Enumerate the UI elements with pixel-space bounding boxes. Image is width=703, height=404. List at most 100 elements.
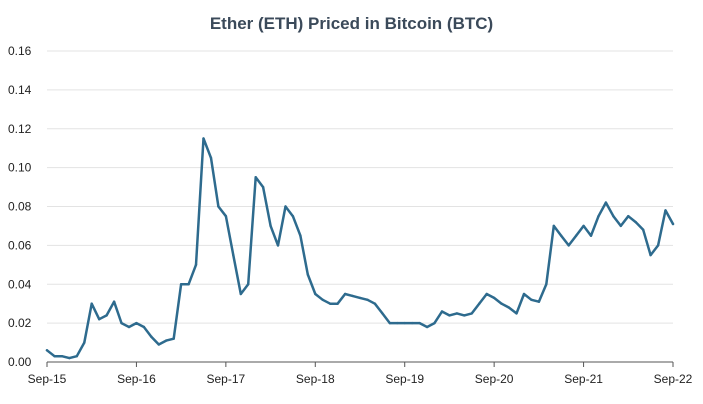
y-tick-label: 0.06 [8,238,32,252]
data-point [83,341,86,344]
x-tick-label: Sep-20 [475,372,514,386]
x-tick-label: Sep-16 [117,372,156,386]
data-point [321,298,324,301]
data-point [619,224,622,228]
data-point [411,321,414,325]
x-tick-label: Sep-21 [564,372,603,386]
data-point [179,283,183,286]
data-point [388,321,391,325]
data-point [396,321,399,325]
data-point [425,325,429,329]
x-tick-label: Sep-17 [207,372,246,386]
data-point [492,296,496,300]
data-point [574,234,578,237]
data-point [336,302,339,305]
data-point [209,156,213,160]
data-point [604,201,608,204]
data-point [351,294,354,298]
data-point [165,339,168,342]
data-point [261,185,265,189]
data-point [582,224,585,228]
data-point [373,302,377,305]
data-point [597,215,600,218]
data-point [463,314,466,317]
data-point [53,355,56,358]
y-tick-label: 0.10 [8,161,32,175]
data-point [276,244,280,247]
data-point [135,321,138,325]
data-point [202,137,205,140]
data-point [68,356,71,360]
data-point [366,298,369,301]
data-point [239,292,242,296]
chart-title: Ether (ETH) Priced in Bitcoin (BTC) [209,14,494,33]
data-point [455,312,459,315]
data-point [75,355,79,358]
y-tick-label: 0.02 [8,316,32,330]
series-layer [45,137,675,360]
x-axis: Sep-15 Sep-16 Sep-17 Sep-18 Sep-19 Sep-20 Sep-… [28,361,693,386]
data-point [120,321,123,325]
data-point [634,220,637,224]
data-point [440,310,444,313]
data-point [284,205,287,208]
y-tick-label: 0.00 [8,355,32,369]
data-point [157,343,160,346]
data-point [507,306,511,309]
data-point [306,273,309,276]
data-point [194,263,198,266]
x-tick-label: Sep-18 [296,372,335,386]
y-tick-label: 0.12 [8,122,32,136]
data-point [522,292,526,296]
data-point [150,335,153,338]
data-point [112,300,116,303]
data-point [671,222,675,226]
data-point [589,234,593,237]
data-point [567,244,570,247]
data-point [545,283,548,286]
series-line [45,137,675,360]
data-point [98,318,101,321]
data-point [254,176,257,179]
y-tick-label: 0.08 [8,200,32,214]
data-point [358,296,362,300]
data-point [530,298,533,301]
x-tick-label: Sep-19 [385,372,424,386]
data-point [381,312,384,315]
data-point [500,302,503,305]
x-tick-label: Sep-22 [654,372,693,386]
data-point [664,209,667,212]
data-point [224,215,228,218]
data-point [560,234,563,237]
data-point [314,292,317,296]
data-point [418,321,421,325]
data-point [172,337,175,340]
data-point [656,244,660,247]
gridlines [47,50,673,324]
data-point [127,325,131,329]
data-point [329,302,332,305]
data-point [612,215,615,218]
data-point [470,312,473,315]
y-tick-label: 0.04 [8,277,32,291]
data-point [269,224,272,228]
data-point [627,215,630,218]
data-point [448,314,451,317]
x-tick-label: Sep-15 [28,372,67,386]
y-tick-label: 0.16 [8,44,32,58]
y-tick-label: 0.14 [8,83,32,97]
data-point [60,355,64,358]
data-point [187,283,190,286]
data-point [515,312,518,315]
data-point [232,253,235,257]
data-point [217,205,220,208]
data-point [433,321,436,325]
data-point [45,349,49,352]
data-point [291,215,295,218]
data-point [142,325,146,329]
data-point [552,224,555,228]
data-point [343,292,347,296]
y-axis-ticks: 0.00 0.02 0.04 0.06 0.08 0.10 0.12 0.14 0.16 [8,44,32,369]
data-point [642,228,645,231]
